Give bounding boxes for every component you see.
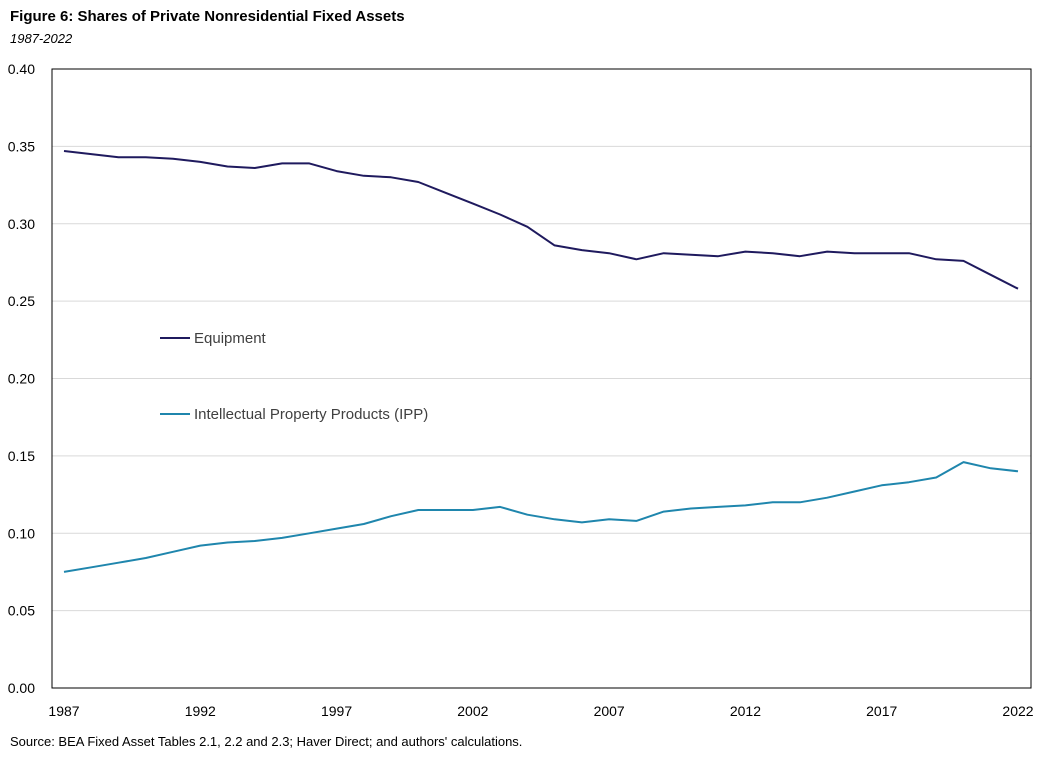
y-tick-label: 0.40 — [8, 61, 35, 77]
y-tick-label: 0.00 — [8, 680, 35, 696]
x-tick-label: 2002 — [457, 703, 488, 719]
series-lines — [63, 150, 1019, 573]
y-tick-label: 0.10 — [8, 525, 35, 541]
y-tick-label: 0.05 — [8, 603, 35, 619]
y-tick-label: 0.30 — [8, 216, 35, 232]
y-tick-label: 0.25 — [8, 293, 35, 309]
x-tick-label: 1992 — [185, 703, 216, 719]
legend-label: Intellectual Property Products (IPP) — [194, 406, 428, 423]
y-tick-label: 0.35 — [8, 138, 35, 154]
x-tick-label: 2012 — [730, 703, 761, 719]
legend: Equipment Intellectual Property Products … — [160, 330, 428, 423]
y-tick-label: 0.20 — [8, 371, 35, 387]
chart-subtitle: 1987-2022 — [10, 31, 73, 46]
chart-title: Figure 6: Shares of Private Nonresidenti… — [10, 8, 405, 25]
x-tick-label: 1987 — [48, 703, 79, 719]
legend-label: Equipment — [194, 330, 267, 347]
y-axis-ticks: 0.00 0.05 0.10 0.15 0.20 0.25 0.30 0.35 0.40 — [8, 61, 35, 696]
y-tick-label: 0.15 — [8, 448, 35, 464]
x-axis-ticks: 1987 1992 1997 2002 2007 2012 2017 2022 — [48, 703, 1033, 719]
plot-frame — [51, 68, 1032, 689]
series-line-equipment — [63, 150, 1019, 290]
x-tick-label: 2017 — [866, 703, 897, 719]
x-tick-label: 1997 — [321, 703, 352, 719]
gridlines — [52, 145, 1031, 612]
x-tick-label: 2007 — [594, 703, 625, 719]
series-line-ipp — [63, 461, 1019, 573]
x-tick-label: 2022 — [1002, 703, 1033, 719]
source-note: Source: BEA Fixed Asset Tables 2.1, 2.2 … — [10, 734, 523, 749]
